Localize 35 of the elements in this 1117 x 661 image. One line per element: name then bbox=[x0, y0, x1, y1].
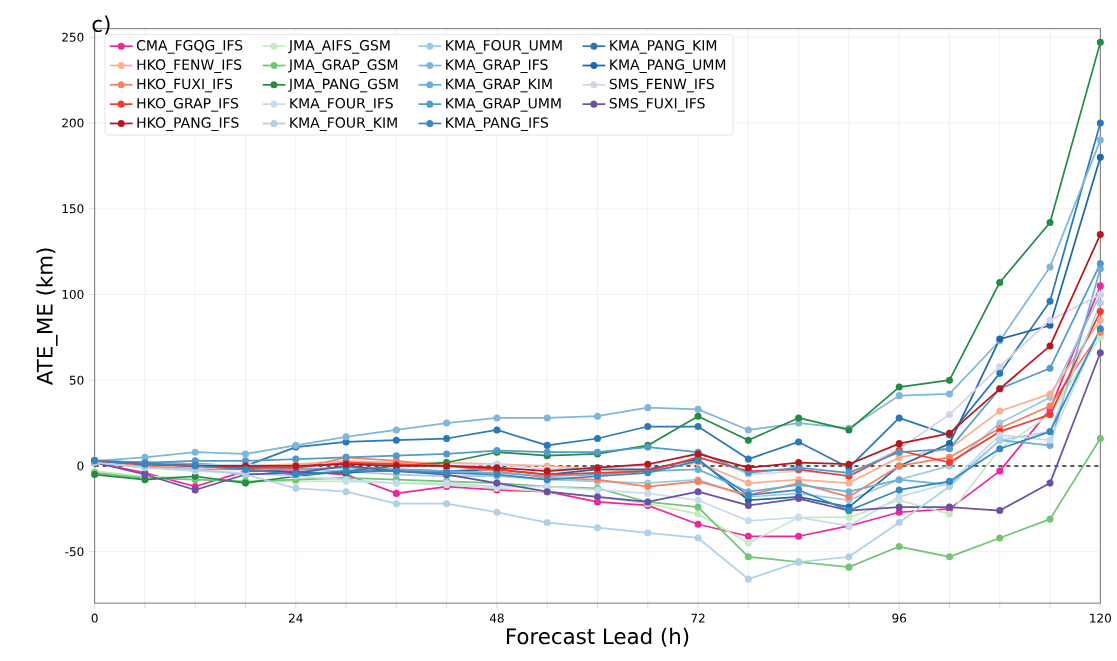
legend-label: KMA_GRAP_KIM bbox=[446, 78, 552, 93]
legend-label: SMS_FENW_IFS bbox=[609, 78, 714, 93]
legend-label: KMA_FOUR_UMM bbox=[446, 39, 562, 54]
x-axis-title: Forecast Lead (h) bbox=[506, 627, 689, 647]
legend-label: KMA_GRAP_IFS bbox=[446, 59, 548, 73]
legend-label: KMA_PANG_IFS bbox=[446, 117, 549, 131]
y-axis-title: ATE_ME (km) bbox=[36, 248, 58, 385]
x-tick-label: 48 bbox=[489, 613, 504, 623]
y-tick-label: 100 bbox=[62, 289, 84, 299]
x-tick-label: 0 bbox=[91, 613, 98, 623]
y-tick-label: -50 bbox=[65, 547, 84, 557]
legend-label: JMA_PANG_GSM bbox=[288, 78, 398, 93]
legend-label: KMA_FOUR_KIM bbox=[290, 117, 397, 131]
legend-label: KMA_FOUR_IFS bbox=[290, 97, 393, 112]
legend-label: HKO_PANG_IFS bbox=[137, 117, 239, 131]
legend-label: KMA_PANG_UMM bbox=[610, 59, 726, 73]
chart-title: c) bbox=[92, 15, 110, 35]
x-tick-label: 72 bbox=[691, 613, 705, 623]
legend-label: JMA_GRAP_GSM bbox=[288, 59, 398, 73]
x-tick-label: 24 bbox=[289, 613, 303, 623]
legend-label: KMA_GRAP_UMM bbox=[446, 97, 561, 112]
y-tick-label: 200 bbox=[62, 118, 84, 128]
legend-label: HKO_FENW_IFS bbox=[137, 59, 242, 73]
legend-label: HKO_FUXI_IFS bbox=[137, 78, 233, 93]
y-tick-label: 0 bbox=[77, 461, 84, 471]
legend-label: SMS_FUXI_IFS bbox=[609, 97, 705, 112]
y-tick-label: 250 bbox=[62, 32, 84, 42]
y-tick-label: 150 bbox=[62, 204, 84, 214]
legend-label: HKO_GRAP_IFS bbox=[137, 97, 239, 112]
y-tick-label: 50 bbox=[69, 375, 84, 385]
legend-label: CMA_FGQG_IFS bbox=[136, 39, 243, 54]
x-tick-label: 96 bbox=[892, 613, 907, 623]
legend-label: JMA_AIFS_GSM bbox=[288, 39, 390, 54]
x-tick-label: 120 bbox=[1090, 613, 1111, 623]
legend-label: KMA_PANG_KIM bbox=[610, 39, 717, 54]
